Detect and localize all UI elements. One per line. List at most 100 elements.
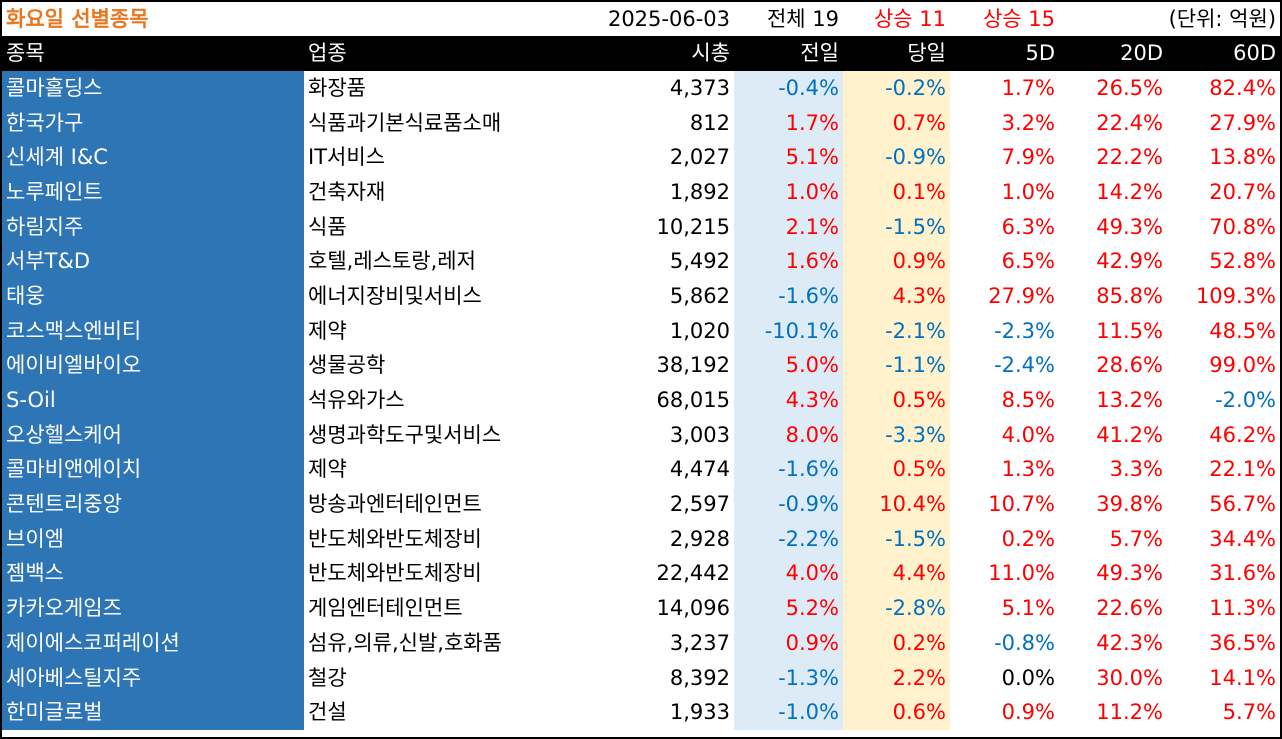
market-cap-cell: 4,373 bbox=[669, 75, 730, 100]
table-row: 세아베스틸지주 철강 8,392 -1.3% 2.2% 0.0% 30.0% 14.1% bbox=[2, 660, 1280, 696]
change-5d: -0.8% bbox=[994, 630, 1055, 655]
change-5d: 0.9% bbox=[1001, 700, 1055, 725]
prev-day-change: -1.3% bbox=[734, 660, 843, 696]
change-60d: 5.7% bbox=[1222, 700, 1277, 725]
change-5d: 8.5% bbox=[1001, 388, 1055, 413]
today-change: -1.5% bbox=[843, 209, 950, 245]
today-change: 10.4% bbox=[843, 487, 950, 522]
market-cap-cell: 5,492 bbox=[669, 249, 730, 274]
stock-name: 서부T&D bbox=[2, 244, 304, 280]
change-20d: 22.6% bbox=[1096, 596, 1163, 621]
sector-cell: 게임엔터테인먼트 bbox=[308, 596, 463, 621]
market-cap-cell: 1,020 bbox=[669, 318, 730, 343]
change-5d: 1.7% bbox=[1001, 75, 1055, 100]
prev-day-change: 1.6% bbox=[734, 244, 843, 280]
prev-day-change: 1.7% bbox=[734, 105, 843, 141]
sector-cell: 건축자재 bbox=[308, 179, 386, 204]
today-change: 0.6% bbox=[843, 695, 950, 731]
change-5d: 4.0% bbox=[1001, 422, 1055, 447]
table-row: 콘텐트리중앙 방송과엔터테인먼트 2,597 -0.9% 10.4% 10.7% 39.8%… bbox=[2, 487, 1280, 522]
change-5d: 6.5% bbox=[1001, 249, 1055, 274]
table-row: 한미글로벌 건설 1,933 -1.0% 0.6% 0.9% 11.2% 5.7% bbox=[2, 695, 1280, 731]
change-60d: -2.0% bbox=[1215, 388, 1277, 413]
change-20d: 42.9% bbox=[1096, 249, 1163, 274]
table-row: S-Oil 석유와가스 68,015 4.3% 0.5% 8.5% 13.2% -2.0% bbox=[2, 383, 1280, 418]
market-cap-cell: 812 bbox=[689, 110, 730, 135]
sector-cell: 석유와가스 bbox=[308, 388, 405, 413]
unit-label: (단위: 억원) bbox=[1168, 6, 1277, 31]
table-row: 신세계 I&C IT서비스 2,027 5.1% -0.9% 7.9% 22.2% 13.8% bbox=[2, 140, 1280, 176]
col-header-cap: 시총 bbox=[528, 36, 734, 71]
prev-day-change: 1.0% bbox=[734, 175, 843, 210]
today-change: 4.3% bbox=[843, 279, 950, 314]
stock-name: 오상헬스케어 bbox=[2, 417, 304, 453]
change-20d: 11.5% bbox=[1096, 318, 1163, 343]
market-cap-cell: 8,392 bbox=[669, 665, 730, 690]
sector-cell: 에너지장비및서비스 bbox=[308, 283, 482, 308]
change-60d: 27.9% bbox=[1209, 110, 1277, 135]
col-header-20d: 20D bbox=[1059, 36, 1167, 71]
change-60d: 82.4% bbox=[1209, 75, 1277, 100]
change-20d: 22.2% bbox=[1096, 145, 1163, 170]
today-change: 0.9% bbox=[843, 244, 950, 280]
market-cap-cell: 3,237 bbox=[669, 630, 730, 655]
stock-name: 노루페인트 bbox=[2, 175, 304, 210]
change-60d: 20.7% bbox=[1209, 179, 1277, 204]
sector-cell: 생물공학 bbox=[308, 353, 386, 378]
sector-cell: 건설 bbox=[308, 700, 347, 725]
sector-cell: 반도체와반도체장비 bbox=[308, 561, 482, 586]
table-row: 서부T&D 호텔,레스토랑,레저 5,492 1.6% 0.9% 6.5% 42.9% 52.… bbox=[2, 244, 1280, 280]
today-change: 0.5% bbox=[843, 452, 950, 488]
sector-cell: 식품 bbox=[308, 214, 347, 239]
prev-day-change: 4.0% bbox=[734, 556, 843, 592]
change-20d: 42.3% bbox=[1096, 630, 1163, 655]
change-5d: 5.1% bbox=[1001, 596, 1055, 621]
today-change: 0.7% bbox=[843, 105, 950, 141]
stock-name: 브이엠 bbox=[2, 521, 304, 557]
change-20d: 3.3% bbox=[1109, 457, 1163, 482]
change-5d: 0.2% bbox=[1001, 526, 1055, 551]
stock-name: 카카오게임즈 bbox=[2, 591, 304, 626]
table-row: 하림지주 식품 10,215 2.1% -1.5% 6.3% 49.3% 70.8% bbox=[2, 209, 1280, 245]
change-60d: 46.2% bbox=[1209, 422, 1277, 447]
prev-day-change: -0.4% bbox=[734, 71, 843, 106]
market-cap-cell: 4,474 bbox=[669, 457, 730, 482]
change-5d: 11.0% bbox=[988, 561, 1055, 586]
change-20d: 28.6% bbox=[1096, 353, 1163, 378]
table-row: 에이비엘바이오 생물공학 38,192 5.0% -1.1% -2.4% 28.6% 99.0… bbox=[2, 348, 1280, 384]
today-change: 4.4% bbox=[843, 556, 950, 592]
prev-day-change: -1.6% bbox=[734, 279, 843, 314]
change-60d: 31.6% bbox=[1209, 561, 1277, 586]
table-row: 오상헬스케어 생명과학도구및서비스 3,003 8.0% -3.3% 4.0% 41.2% 4… bbox=[2, 417, 1280, 453]
sector-cell: 식품과기본식료품소매 bbox=[308, 110, 502, 135]
stock-name: 젬백스 bbox=[2, 556, 304, 592]
prev-day-change: -0.9% bbox=[734, 487, 843, 522]
stock-name: 제이에스코퍼레이션 bbox=[2, 626, 304, 661]
market-cap-cell: 1,933 bbox=[669, 700, 730, 725]
sector-cell: IT서비스 bbox=[308, 145, 385, 170]
change-5d: -2.3% bbox=[994, 318, 1055, 343]
change-60d: 56.7% bbox=[1209, 492, 1277, 517]
market-cap-cell: 68,015 bbox=[656, 388, 730, 413]
sector-cell: 철강 bbox=[308, 665, 347, 690]
market-cap-cell: 10,215 bbox=[656, 214, 730, 239]
table-row: 태웅 에너지장비및서비스 5,862 -1.6% 4.3% 27.9% 85.8% 109.3… bbox=[2, 279, 1280, 314]
stock-name: 태웅 bbox=[2, 279, 304, 314]
stock-name: 세아베스틸지주 bbox=[2, 660, 304, 696]
table-row: 제이에스코퍼레이션 섬유,의류,신발,호화품 3,237 0.9% 0.2% -0.8% 4… bbox=[2, 626, 1280, 661]
today-change: -3.3% bbox=[843, 417, 950, 453]
stock-name: 콘텐트리중앙 bbox=[2, 487, 304, 522]
change-20d: 85.8% bbox=[1096, 283, 1163, 308]
stock-name: 코스맥스엔비티 bbox=[2, 313, 304, 349]
change-5d: 6.3% bbox=[1001, 214, 1055, 239]
sector-cell: 호텔,레스토랑,레저 bbox=[308, 249, 476, 274]
sector-cell: 섬유,의류,신발,호화품 bbox=[308, 630, 502, 655]
sector-cell: 제약 bbox=[308, 457, 347, 482]
change-60d: 22.1% bbox=[1209, 457, 1277, 482]
change-60d: 99.0% bbox=[1209, 353, 1277, 378]
change-60d: 34.4% bbox=[1209, 526, 1277, 551]
change-60d: 109.3% bbox=[1195, 283, 1277, 308]
change-20d: 13.2% bbox=[1096, 388, 1163, 413]
change-5d: 27.9% bbox=[988, 283, 1055, 308]
